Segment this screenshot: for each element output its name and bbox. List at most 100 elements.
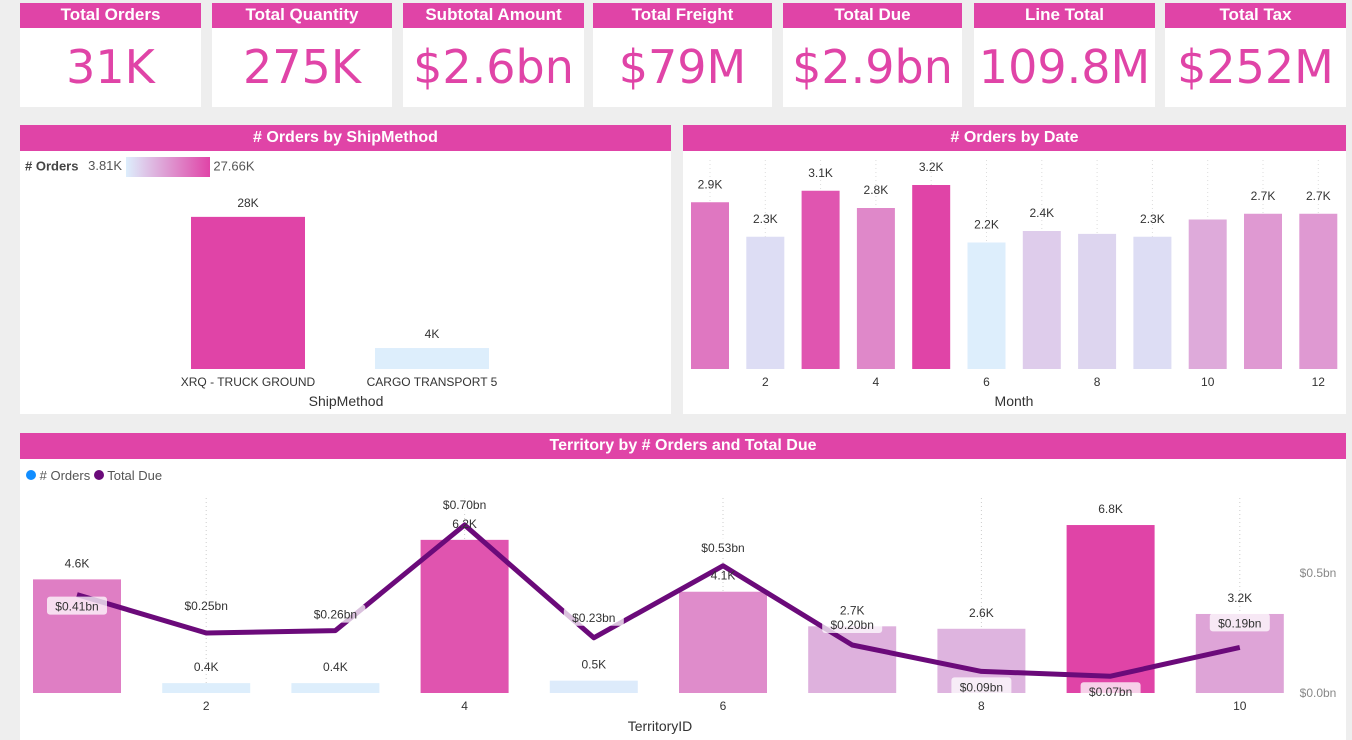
y2-tick-label: $0.0bn (1300, 686, 1337, 700)
kpi-label: Total Due (783, 3, 962, 28)
orders-data-label: 4.6K (65, 556, 90, 570)
data-label: 2.8K (864, 183, 889, 197)
total-due-data-label: $0.23bn (572, 611, 615, 625)
x-tick-label: 2 (762, 375, 769, 389)
bar (912, 185, 951, 369)
data-label: 28K (237, 196, 258, 210)
data-label: 2.9K (698, 177, 723, 191)
bar (549, 680, 638, 693)
x-tick-label: CARGO TRANSPORT 5 (367, 375, 498, 389)
bar (375, 348, 489, 369)
x-tick-label: 8 (978, 699, 985, 713)
total-due-data-label: $0.07bn (1089, 685, 1132, 699)
bar (291, 683, 380, 693)
orders-data-label: 0.5K (581, 658, 606, 672)
kpi-value: 109.8M (978, 40, 1151, 94)
orders-data-label: 0.4K (323, 660, 348, 674)
x-tick-label: 6 (720, 699, 727, 713)
bar (808, 626, 897, 693)
data-label: 2.7K (1251, 189, 1276, 203)
orders-data-label: 0.4K (194, 660, 219, 674)
kpi-value: $2.6bn (413, 40, 574, 94)
ship-method-chart: 28K XRQ - TRUCK GROUND 4K CARGO TRANSPORT 5… (181, 196, 498, 409)
total-due-data-label: $0.26bn (314, 608, 357, 622)
data-label: 3.2K (919, 160, 944, 174)
x-tick-label: 4 (461, 699, 468, 713)
kpi-label: Subtotal Amount (403, 3, 584, 28)
kpi-card: Total Tax $252M (1165, 3, 1346, 107)
data-label-bg (951, 677, 1012, 696)
data-label-bg (563, 607, 624, 626)
orders-by-date-chart: 2.9K 2.3K 2 3.1K 2.8K 4 3.2K 2.2K 6 2.4K 8 2.3K 10 2.… (691, 160, 1338, 409)
kpi-card: Total Orders 31K (20, 3, 201, 107)
bar (679, 591, 767, 693)
bar (1299, 213, 1338, 369)
data-label-bg (47, 596, 107, 615)
x-tick-label: 10 (1201, 375, 1215, 389)
x-tick-label: 8 (1094, 375, 1101, 389)
kpi-card: Total Freight $79M (593, 3, 772, 107)
bar (162, 683, 251, 693)
territory-panel: Territory by # Orders and Total Due # Or… (20, 433, 1346, 740)
total-due-data-label: $0.70bn (443, 498, 486, 512)
orders-data-label: 3.2K (1227, 591, 1252, 605)
x-tick-label: 2 (203, 699, 210, 713)
date-panel: # Orders by Date 2.9K 2.3K 2 3.1K 2.8K 4 3.2K 2… (683, 125, 1346, 414)
bar (191, 216, 305, 369)
x-axis-title: TerritoryID (628, 718, 693, 734)
total-due-data-label: $0.53bn (701, 541, 744, 555)
total-due-line (76, 522, 1241, 679)
total-due-data-label: $0.09bn (960, 680, 1003, 694)
orders-legend-dot (26, 470, 36, 480)
x-tick-label: 4 (873, 375, 880, 389)
orders-data-label: 4.1K (711, 569, 736, 583)
bar (856, 208, 895, 369)
bar (1244, 213, 1282, 369)
bar (1078, 233, 1117, 369)
bar (967, 242, 1006, 369)
kpi-value: $79M (618, 40, 747, 94)
ship-legend: # Orders 3.81K 27.66K (25, 157, 255, 177)
data-label: 2.2K (974, 218, 999, 232)
x-axis-title: Month (995, 393, 1034, 409)
ship-method-title: # Orders by ShipMethod (20, 125, 671, 151)
y2-tick-label: $0.5bn (1300, 566, 1337, 580)
territory-chart: 4.6K 0.4K 0.4K 6.2K 0.5K 4.1K 2.7K 2.6K 6.8K 3.2K… (33, 495, 1337, 734)
kpi-label: Line Total (974, 3, 1155, 28)
territory-title: Territory by # Orders and Total Due (20, 433, 1346, 459)
data-label: 4K (425, 327, 440, 341)
data-label-bg (434, 495, 495, 513)
kpi-value: $2.9bn (792, 40, 953, 94)
data-label: 2.7K (1306, 189, 1331, 203)
totaldue-legend-dot (93, 470, 104, 480)
data-label-bg (822, 615, 883, 633)
orders-legend-label: # Orders (39, 468, 91, 483)
kpi-label: Total Tax (1165, 3, 1346, 28)
data-label-bg (1209, 613, 1270, 632)
kpi-card: Subtotal Amount $2.6bn (403, 3, 584, 107)
kpi-card: Line Total 109.8M (974, 3, 1155, 107)
legend-max: 27.66K (213, 158, 255, 174)
orders-data-label: 6.8K (1098, 502, 1123, 516)
total-due-data-label: $0.25bn (185, 599, 228, 613)
orders-data-label: 6.2K (452, 517, 477, 531)
data-label: 2.3K (753, 212, 778, 226)
kpi-label: Total Freight (593, 3, 772, 28)
data-label: 2.3K (1140, 212, 1165, 226)
x-tick-label: 6 (983, 375, 990, 389)
kpi-card: Total Due $2.9bn (783, 3, 962, 107)
bar (1188, 219, 1227, 369)
total-due-data-label: $0.41bn (55, 600, 98, 614)
x-axis-title: ShipMethod (309, 393, 384, 409)
legend-label: # Orders (25, 158, 79, 174)
bar (691, 202, 729, 369)
x-tick-label: 10 (1233, 699, 1247, 713)
bar (1022, 231, 1061, 369)
kpi-value: $252M (1177, 40, 1334, 94)
total-due-data-label: $0.19bn (1218, 616, 1261, 630)
x-tick-label: 12 (1312, 375, 1326, 389)
kpi-card: Total Quantity 275K (212, 3, 392, 107)
kpi-label: Total Orders (20, 3, 201, 28)
bar (1133, 236, 1172, 369)
date-title: # Orders by Date (683, 125, 1346, 151)
